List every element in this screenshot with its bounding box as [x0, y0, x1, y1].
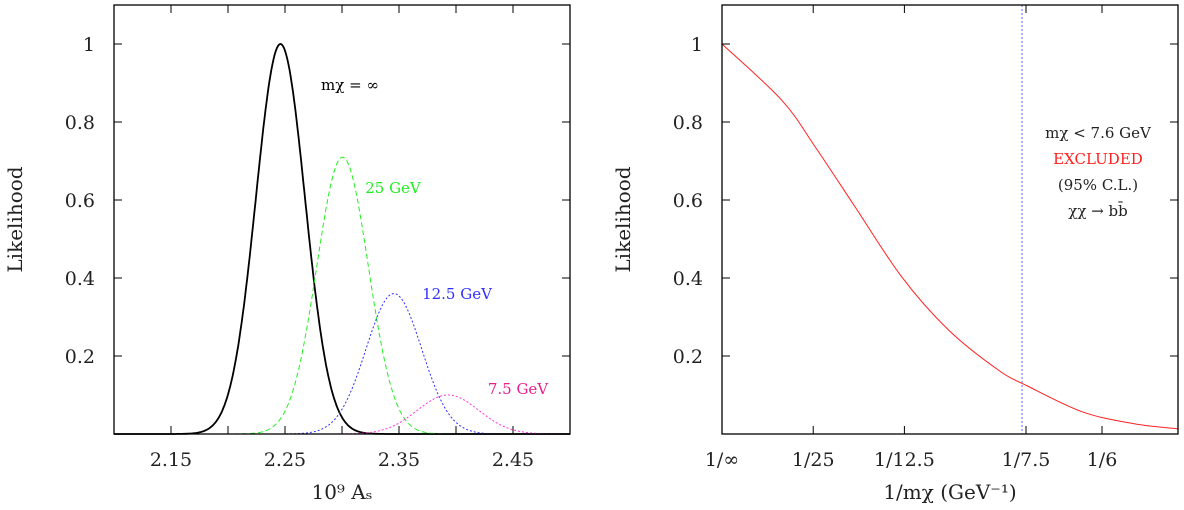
- series-label: 25 GeV: [365, 179, 422, 197]
- plot-frame: [721, 4, 1179, 435]
- y-axis-label: Likelihood: [3, 166, 27, 272]
- left-panel: 2.15 2.25 2.35 2.45 0.2 0.4 0.6 0.8 1 10⁹ Aₛ Likel…: [3, 4, 571, 504]
- x-tick-label: 1/12.5: [874, 449, 935, 471]
- y-tick-label: 0.6: [65, 190, 95, 212]
- series-label: mχ = ∞: [321, 76, 379, 94]
- x-tick-label: 1/∞: [705, 449, 739, 471]
- x-tick-label: 1/25: [792, 449, 835, 471]
- y-tick-label: 0.6: [673, 190, 703, 212]
- x-tick-label: 2.15: [150, 449, 192, 471]
- y-tick-label: 0.8: [673, 112, 703, 134]
- series-line-0: [721, 43, 1179, 430]
- plot-frame: [113, 4, 571, 435]
- y-tick-label: 0.4: [65, 268, 95, 290]
- x-tick-label: 2.35: [378, 449, 420, 471]
- x-axis-label: 10⁹ Aₛ: [311, 480, 372, 504]
- x-axis-label: 1/mχ (GeV⁻¹): [883, 480, 1016, 504]
- exclusion-annotation-line4: χχ → bb̄: [1068, 202, 1128, 220]
- x-tick-label: 2.45: [492, 449, 534, 471]
- right-panel: 1/∞ 1/25 1/12.5 1/7.5 1/6 0.2 0.4 0.6 0.8 1 1/mχ (…: [611, 4, 1179, 504]
- y-tick-label: 0.4: [673, 268, 703, 290]
- x-tick-label: 1/7.5: [1002, 449, 1051, 471]
- series-label: 12.5 GeV: [422, 285, 493, 303]
- y-tick-label: 0.2: [673, 346, 703, 368]
- x-tick-label: 2.25: [264, 449, 306, 471]
- y-tick-label: 0.2: [65, 346, 95, 368]
- exclusion-annotation-line3: (95% C.L.): [1058, 176, 1138, 194]
- y-axis-label: Likelihood: [611, 166, 635, 272]
- series-label: 7.5 GeV: [488, 380, 549, 398]
- series-line-0: [114, 43, 570, 435]
- exclusion-annotation-line2: EXCLUDED: [1053, 150, 1143, 168]
- series-line-2: [114, 293, 570, 435]
- y-tick-label: 1: [691, 34, 703, 56]
- y-tick-label: 0.8: [65, 112, 95, 134]
- y-tick-label: 1: [83, 34, 95, 56]
- x-tick-label: 1/6: [1087, 449, 1118, 471]
- exclusion-annotation-line1: mχ < 7.6 GeV: [1045, 124, 1152, 142]
